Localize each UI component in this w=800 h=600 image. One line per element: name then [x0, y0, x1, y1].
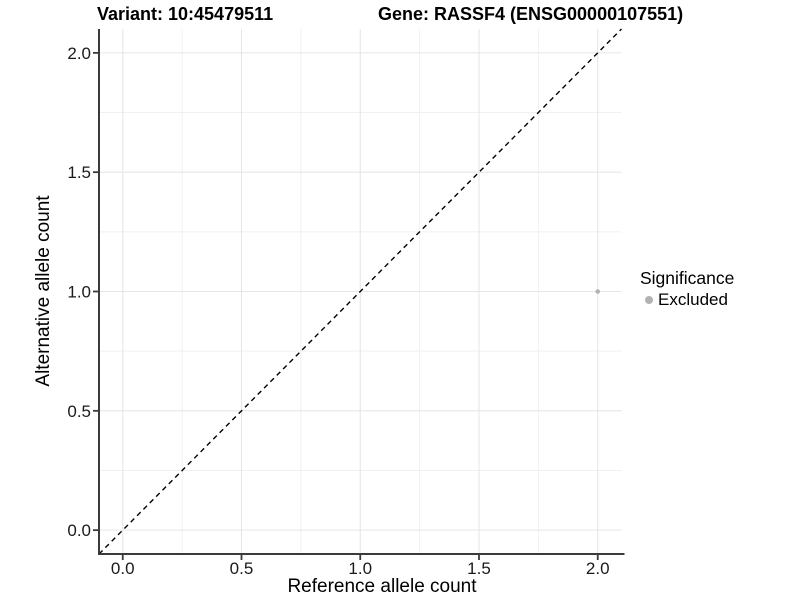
x-axis-title: Reference allele count — [287, 576, 477, 597]
plot-title-variant: Variant: 10:45479511 — [97, 4, 274, 24]
data-point-excluded — [595, 289, 601, 294]
legend-item-label: Excluded — [658, 290, 728, 309]
y-axis-title: Alternative allele count — [33, 195, 54, 387]
legend-point-icon — [645, 295, 653, 304]
y-tick-label: 1.0 — [67, 283, 91, 302]
x-tick-label: 0.5 — [230, 559, 254, 578]
x-tick-label: 0.0 — [111, 559, 135, 578]
y-tick-label: 1.5 — [67, 163, 91, 182]
x-tick-label: 2.0 — [586, 559, 610, 578]
legend-title: Significance — [640, 268, 735, 288]
x-tick-label: 1.0 — [348, 559, 372, 578]
y-tick-label: 0.0 — [67, 521, 91, 540]
y-tick-label: 0.5 — [67, 402, 91, 421]
plot-title-gene: Gene: RASSF4 (ENSG00000107551) — [378, 4, 684, 24]
legend: Significance Excluded — [640, 268, 734, 309]
legend-item-excluded: Excluded — [640, 290, 734, 309]
identity-dashed-line — [98, 28, 622, 555]
x-tick-label: 1.5 — [467, 559, 491, 578]
y-tick-label: 2.0 — [67, 44, 91, 63]
